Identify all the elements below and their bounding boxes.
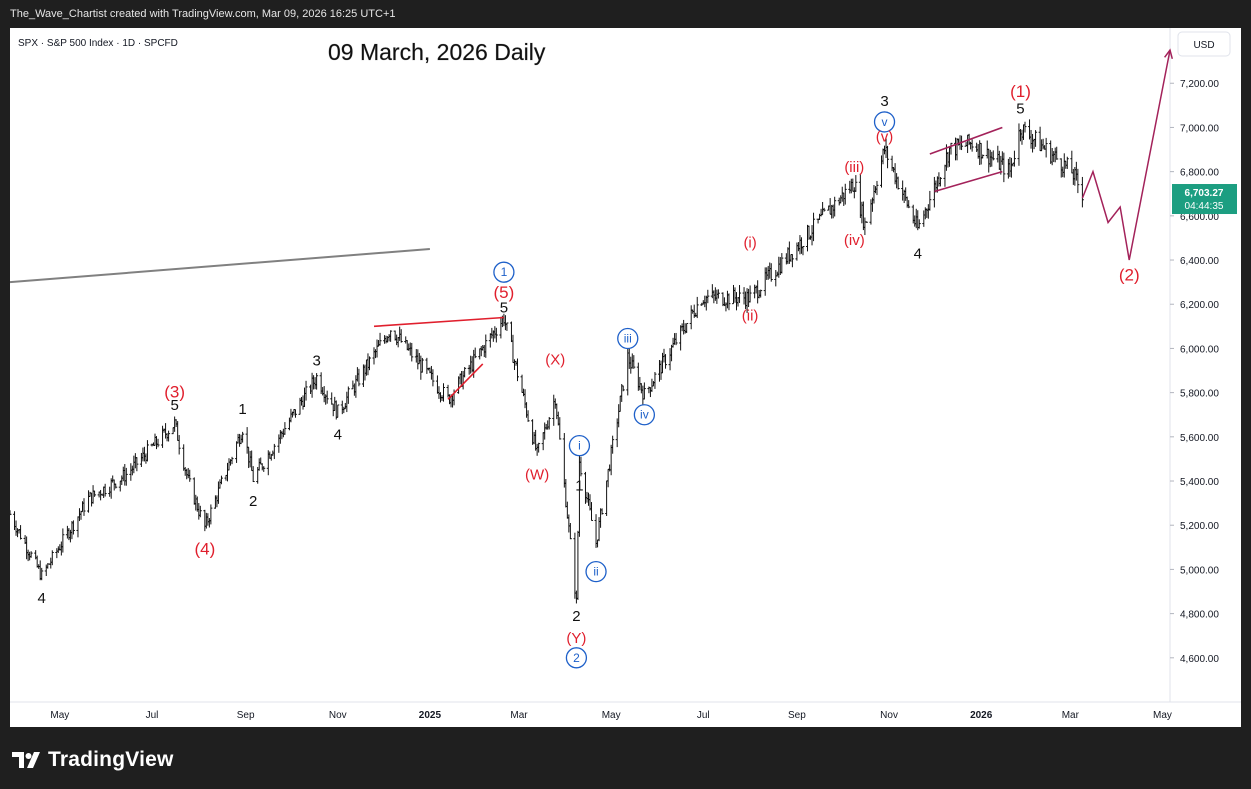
wave-label: 1 [501, 265, 508, 279]
trendline [10, 247, 430, 284]
wave-circle [585, 560, 607, 583]
wave-label: (i) [743, 234, 756, 251]
wave-label: (3) [164, 383, 185, 402]
wave-label: 1 [575, 477, 583, 494]
trendline [373, 316, 504, 328]
price-tick-label: 5,600.00 [1180, 433, 1219, 444]
time-tick-label: 2025 [419, 710, 442, 721]
time-axis[interactable]: May Jul Sep Nov 2025 Mar May Jul Sep Nov 2026 Mar Ma… [50, 710, 1172, 721]
price-chart[interactable]: 4(3)5(4)12341(5)5(X)(W)i12ii(Y)2iiiiv(i)… [10, 28, 1241, 727]
time-tick-label: May [50, 710, 69, 721]
wave-label: 1 [238, 401, 246, 418]
time-tick-label: 2026 [970, 710, 993, 721]
price-tick-label: 5,800.00 [1180, 389, 1219, 400]
wave-circle [617, 327, 639, 350]
last-price: 6,703.27 [1185, 188, 1224, 199]
tradingview-logo-icon [12, 752, 40, 768]
attribution-text: The_Wave_Chartist created with TradingVi… [10, 8, 396, 20]
price-tick-label: 6,600.00 [1180, 212, 1219, 223]
wave-label: 3 [312, 353, 320, 370]
wave-label: (iii) [844, 159, 864, 176]
wave-label: 4 [914, 245, 922, 262]
symbol-line: SPX · S&P 500 Index · 1D · SPCFD [18, 38, 178, 49]
wave-label: (1) [1010, 82, 1031, 101]
time-tick-label: May [1153, 710, 1172, 721]
chart-panel[interactable]: 4 (3) 5 (4) 1 2 3 4 1 (5) 5 (X) (W) i 1 2 ii (Y) 2 iii iv (i)… [10, 28, 1241, 727]
price-tick-label: 5,400.00 [1180, 477, 1219, 488]
wave-label: (iv) [844, 232, 865, 249]
projection-path [1081, 49, 1171, 261]
price-tick-label: 5,200.00 [1180, 521, 1219, 532]
currency-button[interactable] [1177, 31, 1231, 57]
price-bars [10, 119, 1084, 604]
wave-label: (ii) [742, 307, 759, 324]
wave-label: v [882, 115, 888, 129]
wave-label: ii [593, 565, 598, 579]
wave-label: 2 [573, 651, 580, 665]
price-tick-label: 6,800.00 [1180, 168, 1219, 179]
price-tick-label: 7,000.00 [1180, 123, 1219, 134]
time-tick-label: May [602, 710, 621, 721]
bar-countdown: 04:44:35 [1185, 201, 1224, 212]
trendline [929, 126, 1003, 155]
price-tick-label: 4,600.00 [1180, 654, 1219, 665]
price-axis[interactable]: 4,600.00 4,800.00 5,000.00 5,200.00 5,400.00… [1170, 79, 1219, 665]
wave-label: 2 [572, 608, 580, 625]
brand-footer: TradingView [12, 745, 174, 775]
trendlines [10, 126, 1003, 400]
time-tick-label: Sep [788, 710, 806, 721]
attribution-bar: The_Wave_Chartist created with TradingVi… [0, 0, 1251, 28]
projection-arrowhead [1164, 48, 1174, 59]
time-tick-label: Nov [880, 710, 898, 721]
wave-label: 5 [170, 397, 178, 414]
wave-labels: 4(3)5(4)12341(5)5(X)(W)i12ii(Y)2iiiiv(i)… [38, 82, 1140, 669]
trendline [447, 363, 484, 400]
trendline [934, 170, 1003, 193]
price-tick-label: 4,800.00 [1180, 610, 1219, 621]
wave-label: 2 [249, 493, 257, 510]
price-tick-label: 6,000.00 [1180, 344, 1219, 355]
wave-label: (v) [876, 128, 894, 145]
wave-label: 3 [880, 93, 888, 110]
projection [1081, 48, 1174, 261]
time-tick-label: Jul [697, 710, 710, 721]
wave-label: 4 [334, 427, 342, 444]
price-tick-label: 6,400.00 [1180, 256, 1219, 267]
wave-circle [565, 647, 588, 669]
wave-circle [493, 261, 515, 283]
time-tick-label: Mar [1062, 710, 1080, 721]
wave-label: i [578, 439, 581, 453]
wave-label: iv [640, 408, 649, 422]
wave-label: (W) [525, 466, 549, 483]
price-tick-label: 7,200.00 [1180, 79, 1219, 90]
price-tick-label: 5,000.00 [1180, 565, 1219, 576]
wave-label: (Y) [566, 630, 586, 647]
wave-circle [568, 435, 591, 457]
wave-label: (4) [194, 540, 215, 559]
wave-label: 5 [500, 300, 508, 317]
wave-label: (X) [545, 351, 565, 368]
wave-label: (2) [1119, 266, 1140, 285]
price-tick-label: 6,200.00 [1180, 300, 1219, 311]
wave-label: 5 [1016, 101, 1024, 118]
wave-circle [633, 404, 656, 426]
wave-circle [873, 111, 896, 133]
time-tick-label: Nov [329, 710, 347, 721]
wave-label: iii [624, 331, 632, 345]
brand-name: TradingView [48, 748, 174, 771]
currency-label: USD [1193, 40, 1214, 51]
wave-label: 4 [38, 590, 46, 607]
wave-label: (5) [494, 283, 515, 302]
last-price-tag: 6,703.27 04:44:35 [1172, 184, 1237, 215]
time-tick-label: Jul [146, 710, 159, 721]
time-tick-label: Mar [510, 710, 528, 721]
chart-title: 09 March, 2026 Daily [328, 39, 546, 65]
time-tick-label: Sep [237, 710, 255, 721]
